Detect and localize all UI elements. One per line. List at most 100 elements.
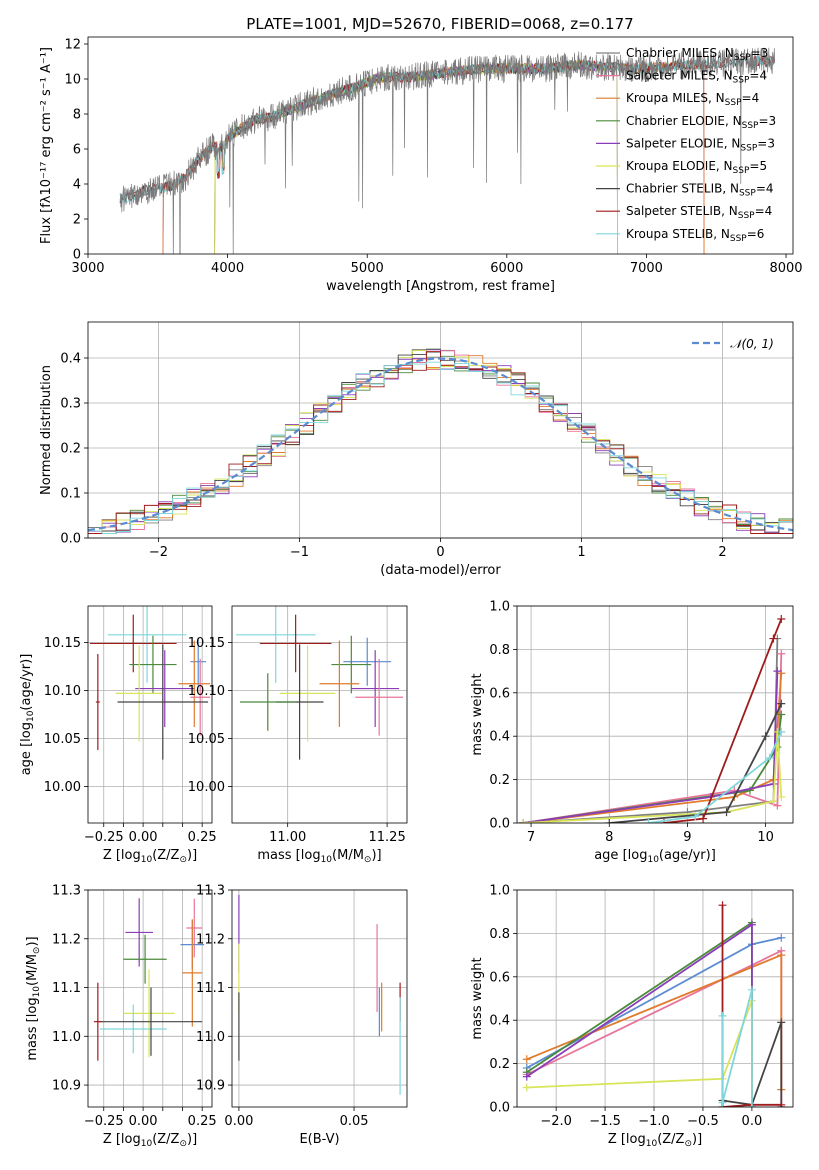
y-tick-label: 0.0 <box>60 532 81 547</box>
label-part: )] <box>187 848 197 863</box>
plot-area <box>119 47 776 254</box>
label-part: )] <box>692 1132 702 1147</box>
y-tick-label: 6 <box>73 143 81 158</box>
legend-entry: Salpeter STELIB, NSSP=4 <box>626 204 772 221</box>
label-part: (M/M <box>332 848 364 863</box>
y-tick-label: 11.3 <box>196 884 225 899</box>
label-part: SSP <box>739 189 756 199</box>
weight-marker <box>777 699 786 708</box>
legend-entry: Chabrier MILES, NSSP=3 <box>626 46 768 63</box>
label-part: (age/yr)] <box>19 654 34 711</box>
y-axis-label: mass weight <box>470 957 485 1039</box>
label-part: )] <box>25 936 40 946</box>
label-part: Kroupa STELIB, N <box>626 227 730 241</box>
label-part: =5 <box>749 159 767 173</box>
label-part: Chabrier MILES, N <box>626 46 734 60</box>
legend-entry: Salpeter ELODIE, NSSP=3 <box>626 136 775 153</box>
x-tick-label: 0 <box>436 545 444 560</box>
legend-entry: Kroupa ELODIE, NSSP=5 <box>626 159 767 176</box>
normal-reference-line <box>88 357 793 532</box>
weight-marker <box>765 753 774 762</box>
plot-area <box>93 898 205 1061</box>
y-tick-label: 1.0 <box>489 884 510 899</box>
x-tick-label: 0.0 <box>742 1114 763 1129</box>
label-part: SSP <box>740 143 757 153</box>
x-tick-label: 8 <box>605 830 613 845</box>
x-tick-label: 0.25 <box>188 1114 217 1129</box>
weight-marker <box>522 1072 531 1081</box>
legend-entry: Chabrier ELODIE, NSSP=3 <box>626 114 776 131</box>
label-part: 10 <box>321 855 333 865</box>
weight-marker <box>747 985 756 994</box>
panels: 3000 4000 5000 6000 7000 8000024681012wavelen… <box>19 36 803 1149</box>
y-tick-label: 0.0 <box>489 1101 510 1116</box>
x-axis-label: Z [log10(Z/Z⊙)] <box>103 848 197 865</box>
weight-marker <box>522 1055 531 1064</box>
y-tick-label: 11.1 <box>52 981 81 996</box>
label-part: Z [log <box>103 1132 141 1147</box>
panel-weight-vs-Z: −2.0 −1.5 −1.0 −0.5 0.0 0.0 0.2 0.4 0.6 0.8 1.0 Z [… <box>470 884 794 1149</box>
y-tick-label: 0.4 <box>489 1014 510 1029</box>
legend-entry: Salpeter MILES, NSSP=4 <box>626 69 767 86</box>
label-part: 10 <box>647 855 659 865</box>
y-tick-label: 10.05 <box>44 732 81 747</box>
weight-marker <box>644 819 653 823</box>
x-axis-label: E(B-V) <box>299 1132 339 1147</box>
observed-spectrum-line <box>119 47 776 254</box>
y-tick-label: 10.9 <box>52 1079 81 1094</box>
y-tick-label: 10.15 <box>188 636 225 651</box>
label-part: Salpeter ELODIE, N <box>626 136 740 150</box>
label-part: ⊙ <box>684 1139 692 1149</box>
label-part: SSP <box>733 166 750 176</box>
x-tick-label: 1 <box>577 545 585 560</box>
label-part: Z [log <box>103 848 141 863</box>
y-tick-label: 2 <box>73 213 81 228</box>
label-part: Chabrier STELIB, N <box>626 182 739 196</box>
legend-entry: Kroupa MILES, NSSP=4 <box>626 91 759 108</box>
label-part: (Z/Z <box>657 1132 684 1147</box>
y-tick-label: 8 <box>73 108 81 123</box>
label-part: )] <box>371 848 381 863</box>
weight-line <box>523 671 779 823</box>
weight-marker <box>777 1100 786 1107</box>
x-tick-label: 11.25 <box>369 830 406 845</box>
label-part: (M/M <box>25 954 40 986</box>
x-axis-label: mass [log10(M/M⊙)] <box>257 848 381 865</box>
x-tick-label: 8000 <box>769 261 802 276</box>
label-part: Kroupa MILES, N <box>626 91 725 105</box>
label-part: SSP <box>734 53 751 63</box>
label-part: Z [log <box>608 1132 646 1147</box>
y-tick-label: 4 <box>73 178 81 193</box>
label-part: (Z/Z <box>152 1132 179 1147</box>
label-part: Chabrier ELODIE, N <box>626 114 742 128</box>
legend-entry: 𝒩(0, 1) <box>730 337 774 351</box>
y-tick-label: 10.05 <box>188 732 225 747</box>
x-tick-label: 7000 <box>630 261 663 276</box>
y-tick-label: 0.3 <box>60 397 81 412</box>
weight-line <box>722 1022 783 1107</box>
label-part: Salpeter STELIB, N <box>626 204 738 218</box>
weight-marker <box>722 808 731 817</box>
weight-marker <box>519 819 528 823</box>
weight-marker <box>773 801 782 810</box>
label-part: =6 <box>747 227 765 241</box>
weight-marker <box>718 901 727 910</box>
axes-frame <box>231 889 408 1108</box>
label-part: 10 <box>646 1139 658 1149</box>
x-axis-label: Z [log10(Z/Z⊙)] <box>103 1132 197 1149</box>
x-axis-label: wavelength [Angstrom, rest frame] <box>326 279 555 294</box>
label-part: Kroupa ELODIE, N <box>626 159 733 173</box>
y-tick-label: 0.8 <box>489 643 510 658</box>
x-tick-label: 4000 <box>211 261 244 276</box>
label-part: =3 <box>757 136 775 150</box>
y-tick-label: 10 <box>64 73 81 88</box>
weight-marker <box>769 634 778 643</box>
label-part: age [log <box>19 722 34 775</box>
panel-age-vs-mass: 11.00 11.25 10.00 10.05 10.10 10.15 mass [log1… <box>188 605 408 865</box>
x-tick-label: 6000 <box>490 261 523 276</box>
y-tick-label: 0.8 <box>489 927 510 942</box>
x-tick-label: −2.0 <box>540 1114 572 1129</box>
